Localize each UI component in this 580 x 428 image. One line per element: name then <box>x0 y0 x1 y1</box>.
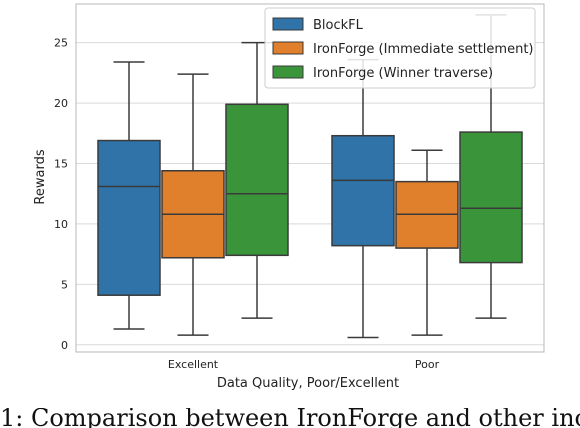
y-axis-label: Rewards <box>33 149 48 204</box>
iqr-box <box>459 131 523 264</box>
box-plot-area <box>97 14 523 339</box>
legend-swatch <box>272 65 304 79</box>
x-axis-label: Data Quality, Poor/Excellent <box>217 376 399 391</box>
box-excellent-series-0 <box>97 61 161 330</box>
y-tick-label: 0 <box>61 339 68 352</box>
legend-swatch <box>272 17 304 31</box>
iqr-box <box>225 103 289 257</box>
y-tick-label: 20 <box>54 97 68 110</box>
box-poor-series-2 <box>459 14 523 319</box>
iqr-box <box>97 139 161 296</box>
y-tick-label: 10 <box>54 218 68 231</box>
legend: BlockFL IronForge (Immediate settlement) I… <box>264 7 536 89</box>
iqr-box <box>331 134 395 247</box>
y-tick-label: 25 <box>54 37 68 50</box>
x-tick-label: Poor <box>415 358 440 371</box>
plot-frame <box>75 3 545 353</box>
axes: 0 5 10 15 20 25 Excellent Poor <box>54 3 545 371</box>
legend-swatch <box>272 41 304 55</box>
x-tick-label: Excellent <box>168 358 219 371</box>
y-tick-label: 5 <box>61 278 68 291</box>
legend-label: IronForge (Immediate settlement) <box>313 42 534 57</box>
box-plot-chart: 0 5 10 15 20 25 Excellent Poor Rewards Data Qua… <box>33 3 545 391</box>
box-excellent-series-2 <box>225 41 289 319</box>
figure-caption: 1: Comparison between IronForge and othe… <box>0 408 580 428</box>
y-tick-label: 15 <box>54 158 68 171</box>
box-excellent-series-1 <box>161 73 225 336</box>
box-poor-series-0 <box>331 58 395 339</box>
legend-label: IronForge (Winner traverse) <box>313 66 493 81</box>
legend-label: BlockFL <box>313 18 364 33</box>
box-poor-series-1 <box>395 149 459 336</box>
legend-frame <box>264 7 536 89</box>
